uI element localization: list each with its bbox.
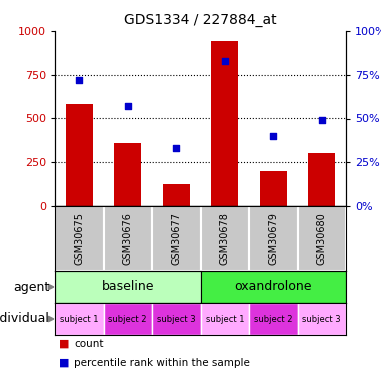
Bar [200, 271, 346, 303]
Bar [55, 206, 104, 271]
Bar [200, 206, 249, 271]
Text: subject 1: subject 1 [60, 315, 99, 324]
Point [173, 145, 179, 151]
Bar [104, 206, 152, 271]
Bar [298, 303, 346, 335]
Text: subject 3: subject 3 [303, 315, 341, 324]
Text: GSM30675: GSM30675 [74, 212, 84, 265]
Text: individual: individual [0, 312, 50, 326]
Text: GSM30678: GSM30678 [220, 212, 230, 265]
Bar [152, 303, 200, 335]
Bar [114, 143, 141, 206]
Bar [163, 184, 190, 206]
Text: agent: agent [14, 280, 50, 294]
Text: GSM30677: GSM30677 [171, 212, 181, 265]
Text: baseline: baseline [101, 280, 154, 294]
Polygon shape [48, 284, 54, 290]
Text: subject 2: subject 2 [109, 315, 147, 324]
Text: subject 3: subject 3 [157, 315, 195, 324]
Bar [66, 105, 93, 206]
Point [76, 77, 82, 83]
Bar [200, 303, 249, 335]
Bar [104, 303, 152, 335]
Point [222, 58, 228, 64]
Text: percentile rank within the sample: percentile rank within the sample [74, 357, 250, 368]
Bar [249, 206, 298, 271]
Text: subject 2: subject 2 [254, 315, 293, 324]
Text: ■: ■ [59, 339, 69, 349]
Bar [152, 206, 200, 271]
Bar [55, 303, 104, 335]
Bar [211, 42, 238, 206]
Point [125, 103, 131, 109]
Point [319, 117, 325, 123]
Text: subject 1: subject 1 [205, 315, 244, 324]
Bar [308, 153, 335, 206]
Text: count: count [74, 339, 104, 349]
Bar [260, 171, 287, 206]
Bar [55, 271, 200, 303]
Text: oxandrolone: oxandrolone [234, 280, 312, 294]
Text: GSM30680: GSM30680 [317, 212, 327, 265]
Title: GDS1334 / 227884_at: GDS1334 / 227884_at [124, 13, 277, 27]
Text: GSM30679: GSM30679 [268, 212, 278, 265]
Text: GSM30676: GSM30676 [123, 212, 133, 265]
Bar [298, 206, 346, 271]
Text: ■: ■ [59, 357, 69, 368]
Point [270, 133, 276, 139]
Polygon shape [48, 316, 54, 322]
Bar [249, 303, 298, 335]
